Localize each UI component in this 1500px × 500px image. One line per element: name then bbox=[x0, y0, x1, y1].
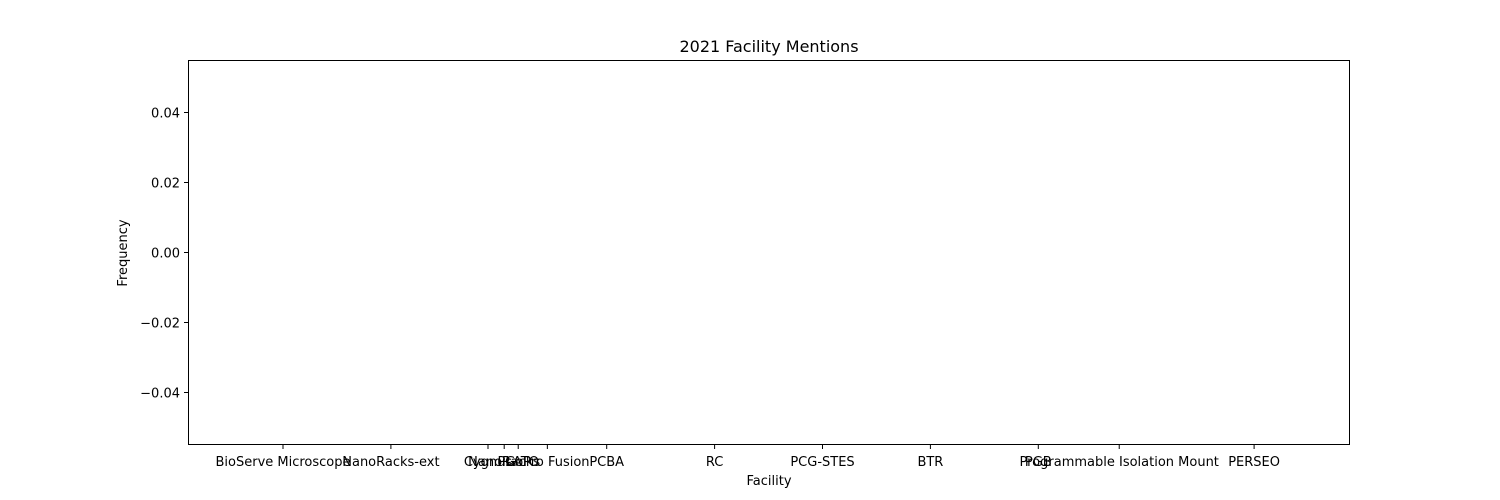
plot-frame bbox=[188, 60, 1350, 445]
x-tick-label: PCBA bbox=[589, 455, 624, 470]
x-tick-label: PERSEO bbox=[1228, 455, 1280, 470]
plot-area bbox=[188, 60, 1350, 445]
y-tick-label: −0.02 bbox=[140, 317, 180, 332]
y-tick-label: 0.02 bbox=[151, 177, 180, 192]
y-axis-title: Frequency bbox=[116, 219, 131, 286]
x-tick-label: BTR bbox=[917, 455, 943, 470]
x-tick-label: PCG-STES bbox=[790, 455, 854, 470]
x-tick-label: NanoRacks-ext bbox=[342, 455, 439, 470]
x-tick-label: PLATO bbox=[498, 455, 539, 470]
x-tick-label: BioServe Microscope bbox=[215, 455, 350, 470]
x-tick-label: RC bbox=[706, 455, 723, 470]
x-tick-label: Programmable Isolation Mount bbox=[1020, 455, 1219, 470]
x-axis-title: Facility bbox=[746, 474, 791, 489]
y-tick-label: −0.04 bbox=[140, 387, 180, 402]
x-tick-label: PGB bbox=[1025, 455, 1052, 470]
x-tick-label: Cygnus bbox=[464, 455, 513, 470]
y-tick-label: 0.04 bbox=[151, 107, 180, 122]
x-tick-label: NanoRacks bbox=[468, 455, 540, 470]
y-axis-ticks: −0.04 −0.02 0.00 0.02 0.04 bbox=[140, 107, 188, 402]
chart-title: 2021 Facility Mentions bbox=[679, 37, 858, 56]
y-tick-label: 0.00 bbox=[151, 247, 180, 262]
x-tick-label: GoPro Fusion bbox=[505, 455, 589, 470]
